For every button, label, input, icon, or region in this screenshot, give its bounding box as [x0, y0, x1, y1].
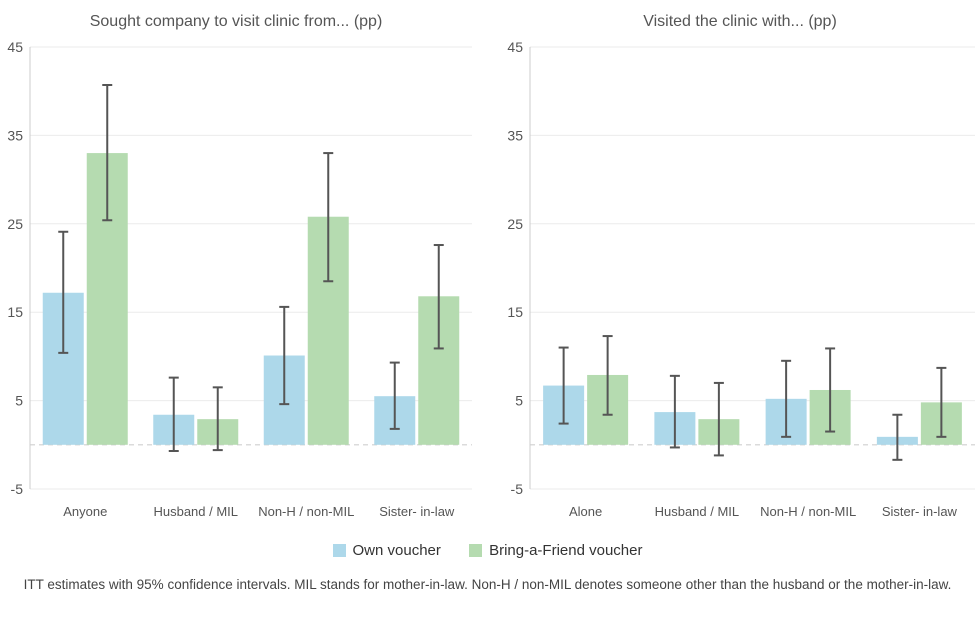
legend-label-own-voucher: Own voucher — [352, 542, 441, 559]
y-tick-label: 25 — [507, 216, 523, 232]
chart-title: Visited the clinic with... (pp) — [643, 13, 837, 30]
x-category-label: Sister- in-law — [379, 504, 455, 519]
y-tick-label: 25 — [7, 216, 23, 232]
x-category-label: Husband / MIL — [153, 504, 238, 519]
y-tick-label: 45 — [7, 39, 23, 55]
chart-panel-1: Sought company to visit clinic from... (… — [7, 13, 472, 519]
y-tick-label: 45 — [507, 39, 523, 55]
chart-panel-2: Visited the clinic with... (pp) 45 35 25 15 5… — [507, 13, 975, 519]
y-tick-label: 5 — [515, 393, 523, 409]
x-category-label: Sister- in-law — [882, 504, 958, 519]
legend-item-own-voucher[interactable]: Own voucher — [332, 542, 441, 559]
chart-footnote: ITT estimates with 95% confidence interv… — [23, 577, 952, 592]
chart-title: Sought company to visit clinic from... (… — [90, 13, 383, 30]
legend-swatch-bring-a-friend — [469, 544, 483, 557]
chart-legend: Own voucher Bring-a-Friend voucher — [0, 542, 975, 561]
legend-swatch-own-voucher — [332, 544, 346, 557]
x-category-label: Anyone — [63, 504, 107, 519]
y-tick-label: -5 — [11, 481, 24, 497]
y-tick-label: 35 — [7, 127, 23, 143]
y-tick-label: -5 — [511, 481, 524, 497]
x-category-label: Non-H / non-MIL — [258, 504, 354, 519]
chart-figure: Sought company to visit clinic from... (… — [7, 13, 975, 519]
x-category-label: Husband / MIL — [655, 504, 740, 519]
y-tick-label: 35 — [507, 127, 523, 143]
legend-item-bring-a-friend[interactable]: Bring-a-Friend voucher — [469, 542, 642, 559]
y-tick-label: 15 — [7, 304, 23, 320]
y-tick-label: 15 — [507, 304, 523, 320]
x-category-label: Alone — [569, 504, 602, 519]
y-tick-label: 5 — [15, 393, 23, 409]
x-category-label: Non-H / non-MIL — [760, 504, 856, 519]
legend-label-bring-a-friend: Bring-a-Friend voucher — [489, 542, 643, 559]
